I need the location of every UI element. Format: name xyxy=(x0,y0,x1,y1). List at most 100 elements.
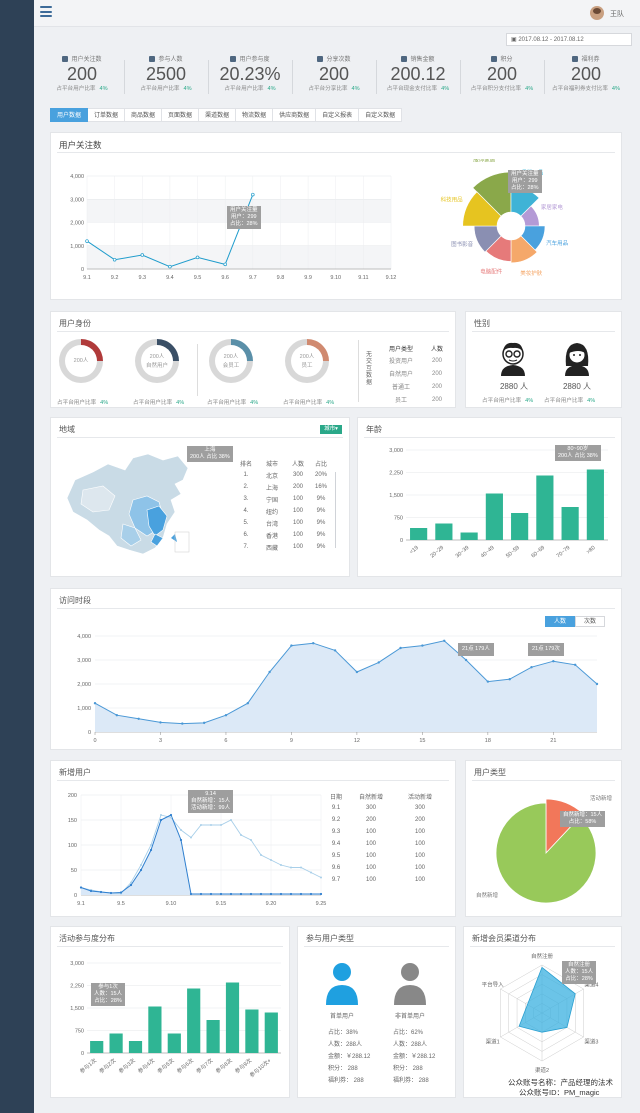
tab-1[interactable]: 订单数据 xyxy=(88,108,126,122)
table-cell: 100 xyxy=(292,520,303,526)
new-users-table: 日期 自然新增 活动新增 9.1 300 300 9.2 200 200 9.3 100 100 9.4… xyxy=(325,790,445,886)
tooltip-line: 自然新增：15人 xyxy=(563,812,603,818)
y-tick-label: 100 xyxy=(68,843,77,849)
table-row: 4. 纽约 100 9% xyxy=(234,505,332,517)
repeat-order-stats: 占比：62% 人数：288人 金额：￥288.12 积分： 288 福利券： 288 xyxy=(393,1027,435,1087)
donut-value: 200人 xyxy=(299,354,315,360)
data-point xyxy=(168,264,172,269)
ratio-text: 占平台用户比率 xyxy=(544,398,584,404)
gender-panel: 性别 2880 人 2880 人 占平台用户比率 4% 占平台用户比率 4% xyxy=(465,311,622,408)
x-tick-label: 9.9 xyxy=(304,275,312,281)
stat-divider xyxy=(544,60,545,94)
data-point xyxy=(140,253,145,257)
data-point xyxy=(595,682,599,686)
table-cell: 9.6 xyxy=(331,865,341,871)
people-button[interactable]: 人数 xyxy=(545,616,575,627)
repeat-order-user-icon xyxy=(394,963,426,1005)
tab-4[interactable]: 渠道数据 xyxy=(199,108,237,122)
header-cell: 用户类型 xyxy=(388,346,413,353)
tab-8[interactable]: 自定义数据 xyxy=(359,108,403,122)
table-cell: 100 xyxy=(414,829,425,835)
table-cell: 上海 xyxy=(265,485,278,492)
donut-value: 200人 xyxy=(223,354,239,360)
stat-ratio: 占平台用户比率 4% xyxy=(41,84,123,92)
ratio-text: 占平台用户比率 xyxy=(207,400,247,406)
data-point xyxy=(202,721,206,725)
data-point xyxy=(573,663,577,666)
table-row: 6. 香港 100 9% xyxy=(234,529,332,541)
ratio-pct: 4% xyxy=(587,398,596,404)
x-tick-label: 9.1 xyxy=(83,275,91,281)
divider xyxy=(57,780,449,781)
y-tick-label: 750 xyxy=(394,516,403,522)
hamburger-menu-icon[interactable] xyxy=(40,6,52,18)
ratio-pct: 4% xyxy=(525,398,534,404)
divider xyxy=(57,152,615,153)
tab-7[interactable]: 自定义报表 xyxy=(316,108,360,122)
x-tick-label: 9.3 xyxy=(138,275,146,281)
table-cell: 100 xyxy=(414,865,425,871)
female-count: 2880 人 xyxy=(562,382,592,391)
visits-line xyxy=(94,640,598,725)
tooltip-line: 占比：58% xyxy=(568,819,597,825)
table-scrollbar[interactable] xyxy=(335,472,336,548)
tab-3[interactable]: 页面数据 xyxy=(162,108,200,122)
data-point xyxy=(115,714,119,717)
x-tick-label: 6 xyxy=(224,738,227,744)
x-tick-label: 9.20 xyxy=(266,901,277,907)
stat-ratio-pct: 4% xyxy=(351,86,360,92)
participant-stat: 占比：38% xyxy=(328,1030,359,1036)
x-tick-label: 9.25 xyxy=(316,901,327,907)
user-type-tooltip: 自然新增：15人 占比：58% xyxy=(560,811,606,827)
tab-5[interactable]: 物流数据 xyxy=(236,108,274,122)
data-point xyxy=(170,816,172,819)
data-point xyxy=(230,819,232,821)
data-point xyxy=(160,814,162,816)
tooltip-line: 占比：28% xyxy=(230,221,258,227)
user-follow-panel: 用户关注数 0 1,000 2,000 3,000 4,000 9.1 9.2 9.3 9.4 9… xyxy=(50,132,622,300)
stat-value: 20.23% xyxy=(219,64,281,84)
table-cell: 100 xyxy=(414,853,425,859)
city-dropdown[interactable]: 城市▾ xyxy=(320,425,342,434)
caret-down-icon: ▾ xyxy=(335,426,338,432)
tab-0[interactable]: 用户数据 xyxy=(50,108,89,122)
radar-label: 渠道1 xyxy=(486,1038,500,1046)
table-cell: 200 xyxy=(431,370,442,377)
stat-ratio-text: 占平台用户比率 xyxy=(56,86,96,92)
stat-card: 参与人数 2500 占平台用户比率 4% xyxy=(125,54,207,92)
x-tick-label: <19 xyxy=(409,545,420,556)
data-point xyxy=(137,717,140,720)
y-tick-label: 2,000 xyxy=(70,221,84,227)
tab-2[interactable]: 商品数据 xyxy=(125,108,163,122)
rose-slice xyxy=(462,191,502,227)
visits-area xyxy=(95,640,597,732)
participant-stat: 人数：288人 xyxy=(393,1042,428,1048)
avatar[interactable] xyxy=(590,6,604,20)
y-tick-label: 4,000 xyxy=(77,634,91,640)
bar xyxy=(264,1012,278,1053)
tooltip-line: 自然新增：15人 xyxy=(191,798,231,804)
stat-icon xyxy=(572,55,579,62)
tooltip-line: 占比：28% xyxy=(94,998,122,1004)
region-tooltip: 上海 200人 占比 38% xyxy=(187,446,233,462)
data-point xyxy=(223,262,227,267)
stat-ratio: 占平台现金支付比率 4% xyxy=(377,84,459,92)
data-point xyxy=(112,257,117,262)
bar xyxy=(511,513,529,540)
divider xyxy=(57,331,449,332)
donut-hole: 200人 xyxy=(65,345,97,377)
panel-title: 新增用户 xyxy=(59,768,91,777)
stat-ratio-pct: 4% xyxy=(611,86,621,92)
times-button[interactable]: 次数 xyxy=(575,616,605,627)
tooltip-line: 人数：15人 xyxy=(565,969,594,975)
tab-6[interactable]: 供应商数据 xyxy=(273,108,317,122)
x-tick-label: 参与1次 xyxy=(78,1056,99,1075)
bar xyxy=(536,475,554,540)
x-tick-label: 60~69 xyxy=(530,545,546,560)
user-name[interactable]: 王队 xyxy=(610,11,624,18)
bar xyxy=(187,988,201,1053)
stat-label-text: 分享次数 xyxy=(326,57,351,63)
bar xyxy=(586,469,604,540)
donut-hole: 200人 员工 xyxy=(291,345,323,377)
date-range-picker[interactable]: ▣ 2017.08.12 - 2017.08.12 xyxy=(506,33,632,46)
